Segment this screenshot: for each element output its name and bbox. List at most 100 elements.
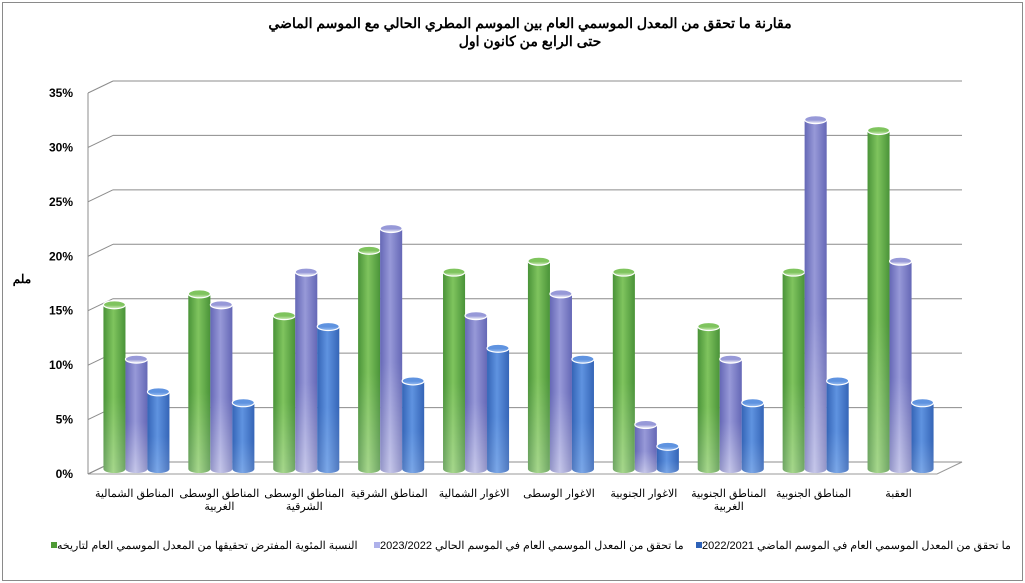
x-tick-label-line: الغربية xyxy=(204,501,234,513)
grid-diagonal xyxy=(87,189,114,203)
legend-item-current-season: ما تحقق من المعدل الموسمي العام في الموس… xyxy=(368,537,684,553)
bar-cap xyxy=(634,419,658,430)
bar-cap xyxy=(272,311,296,321)
bar-shade xyxy=(911,402,934,473)
bar xyxy=(719,354,743,473)
bar-shade xyxy=(804,119,827,474)
legend-label-target: النسبة المئوية المفترض تحقيقها من المعدل… xyxy=(57,539,358,552)
y-tick-label: 30% xyxy=(49,140,73,154)
bar-cap xyxy=(379,223,403,234)
bar-shade xyxy=(487,348,510,473)
bar-shade xyxy=(867,130,890,474)
bar-shade xyxy=(443,272,466,473)
bar-cap xyxy=(782,267,806,277)
x-tick-label: الاغوار الشمالية xyxy=(439,488,510,500)
bar-shade xyxy=(380,228,403,473)
legend-swatch-current-season xyxy=(374,542,380,548)
bar xyxy=(209,300,233,473)
y-tick-label: 15% xyxy=(49,304,73,318)
bar-cap xyxy=(486,343,510,353)
chart-subtitle: حتى الرابع من كانون اول xyxy=(458,33,602,49)
x-tick-label: العقبة xyxy=(885,488,912,500)
x-tick-label-line: المناطق الجنوبية xyxy=(691,488,766,500)
bar xyxy=(316,321,340,473)
x-tick-label-line: العقبة xyxy=(885,488,912,500)
chart-title: مقارنة ما تحقق من المعدل الموسمي العام ب… xyxy=(268,15,792,31)
bar-cap xyxy=(294,267,318,277)
bar-shade xyxy=(719,359,742,473)
x-tick-label-line: الغربية xyxy=(714,501,744,513)
bar xyxy=(888,256,913,473)
bar-shade xyxy=(465,315,488,473)
legend-swatch-last-season xyxy=(696,542,702,548)
bar-shade xyxy=(103,304,126,473)
bar-cap xyxy=(612,267,636,277)
bar xyxy=(656,441,680,473)
bar xyxy=(442,267,466,473)
bar-shade xyxy=(210,304,233,473)
bar-shade xyxy=(358,250,381,473)
bar-shade xyxy=(889,261,912,473)
bar-shade xyxy=(656,446,679,473)
x-tick-label-line: الاغوار الشمالية xyxy=(439,488,510,500)
bar-cap xyxy=(357,245,381,255)
bar xyxy=(741,398,765,473)
legend-label-last-season: ما تحقق من المعدل الموسمي العام في الموس… xyxy=(702,539,1011,552)
bar-shade xyxy=(826,380,849,473)
y-tick-label: 35% xyxy=(49,86,73,100)
legend-swatch-target xyxy=(51,542,57,548)
bar xyxy=(464,311,488,473)
bar-cap xyxy=(442,267,466,277)
bar xyxy=(294,267,318,473)
x-tick-label-line: الاغوار الوسطى xyxy=(523,488,595,500)
chart-title-block: مقارنة ما تحقق من المعدل الموسمي العام ب… xyxy=(150,14,910,50)
bar xyxy=(187,289,211,473)
bar-cap xyxy=(866,125,891,136)
legend-label-current-season: ما تحقق من المعدل الموسمي العام في الموس… xyxy=(380,539,684,552)
bar-cap xyxy=(826,376,850,386)
y-tick-label: 0% xyxy=(56,467,74,481)
bar-shade xyxy=(571,359,594,473)
x-tick-label-line: الاغوار الجنوبية xyxy=(610,488,677,500)
bar-cap xyxy=(888,256,913,266)
x-tick-label: المناطق الشمالية xyxy=(95,488,174,500)
bar-shade xyxy=(527,261,550,473)
bar xyxy=(910,398,935,473)
bar-cap xyxy=(656,441,680,451)
bar xyxy=(102,300,127,473)
x-tick-label-line: المناطق الشرقية xyxy=(351,488,428,500)
bar xyxy=(826,376,850,473)
y-tick-label: 5% xyxy=(56,413,74,427)
bar-cap xyxy=(146,387,171,397)
y-tick-label: 10% xyxy=(49,358,73,372)
bar xyxy=(527,256,551,473)
bar-cap xyxy=(124,354,149,364)
bar xyxy=(634,419,658,473)
bar-shade xyxy=(188,293,211,473)
bar-cap xyxy=(401,376,425,386)
x-tick-label: المناطق الجنوبية الغربية xyxy=(691,488,766,513)
bar-cap xyxy=(549,289,573,299)
bar-cap xyxy=(910,398,935,408)
x-tick-label-line: المناطق الشمالية xyxy=(95,488,174,500)
bar-shade xyxy=(232,402,255,473)
bar xyxy=(401,376,425,473)
bar xyxy=(379,223,403,473)
y-axis-label: ملم xyxy=(13,272,31,287)
bar-cap xyxy=(527,256,551,266)
legend-item-target: النسبة المئوية المفترض تحقيقها من المعدل… xyxy=(45,537,358,553)
bar-shade xyxy=(612,272,635,473)
x-tick-label: المناطق الوسطى الغربية xyxy=(179,488,259,513)
bar-cap xyxy=(697,321,721,332)
bar-shade xyxy=(147,391,170,473)
x-tick-label: الاغوار الوسطى xyxy=(523,488,595,500)
x-tick-label-line: المناطق الوسطى xyxy=(179,488,259,500)
bar xyxy=(571,354,595,473)
x-tick-label-line: المناطق الوسطى xyxy=(264,488,344,500)
bar xyxy=(357,245,381,473)
bar xyxy=(486,343,510,473)
bar-shade xyxy=(634,424,657,473)
bar-shade xyxy=(782,272,805,473)
legend-item-last-season: ما تحقق من المعدل الموسمي العام في الموس… xyxy=(690,537,1011,553)
